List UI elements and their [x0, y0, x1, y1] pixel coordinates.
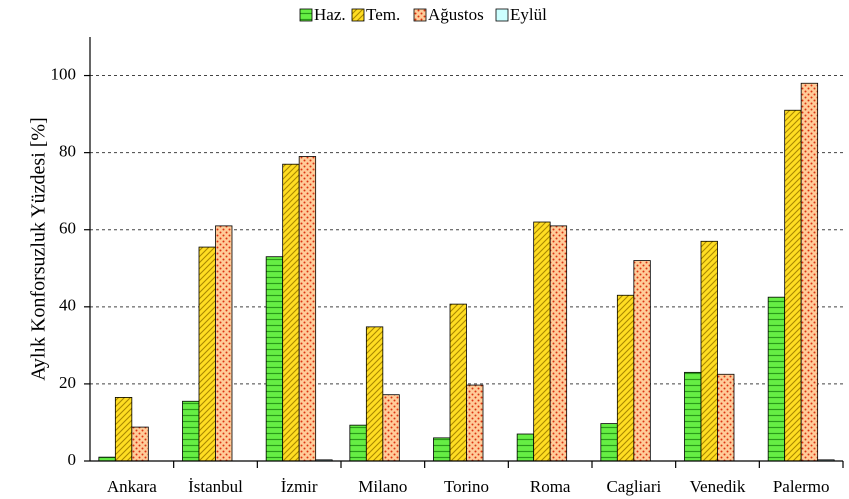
bar [784, 109, 802, 462]
bar [114, 396, 133, 462]
x-tick-label: İstanbul [188, 477, 243, 496]
bar [767, 296, 786, 462]
y-tick-label: 20 [59, 373, 76, 392]
bar [298, 156, 317, 462]
bar [265, 256, 284, 462]
y-tick-label: 40 [59, 296, 76, 315]
legend-label: Ağustos [428, 5, 484, 24]
legend-swatch [351, 8, 365, 22]
legend-label: Haz. [314, 5, 346, 24]
bar [198, 246, 216, 462]
x-tick-label: Ankara [107, 477, 157, 496]
x-tick-label: İzmir [281, 477, 318, 496]
bar [282, 163, 300, 462]
x-tick-label: Venedik [690, 477, 746, 496]
bar [700, 240, 718, 462]
bar [466, 384, 484, 462]
y-tick-label: 80 [59, 142, 76, 161]
y-tick-label: 100 [51, 64, 77, 83]
bar [182, 400, 200, 462]
legend-swatch [413, 8, 427, 22]
legend-label: Tem. [366, 5, 400, 24]
bar [215, 225, 233, 462]
bar [449, 303, 467, 462]
bar [533, 221, 551, 462]
x-tick-label: Cagliari [606, 477, 661, 496]
bar [516, 433, 535, 462]
bar [433, 437, 451, 462]
bar [349, 424, 367, 462]
bar [684, 371, 702, 462]
bar [717, 373, 735, 462]
x-tick-label: Roma [530, 477, 571, 496]
bar [800, 82, 819, 462]
bar [549, 225, 568, 462]
bar [365, 326, 384, 462]
y-axis-label: Aylık Konforsuzluk Yüzdesi [%] [28, 117, 50, 380]
y-tick-label: 0 [68, 450, 77, 469]
bar [600, 423, 618, 462]
bar [616, 294, 635, 462]
legend-swatch [495, 8, 509, 22]
x-tick-label: Torino [444, 477, 489, 496]
y-tick-label: 60 [59, 219, 76, 238]
legend-label: Eylül [510, 5, 547, 24]
x-tick-label: Palermo [773, 477, 830, 496]
bar [131, 426, 149, 462]
bar [633, 260, 651, 462]
x-tick-label: Milano [358, 477, 407, 496]
legend-swatch [299, 8, 313, 22]
bar [382, 394, 400, 462]
